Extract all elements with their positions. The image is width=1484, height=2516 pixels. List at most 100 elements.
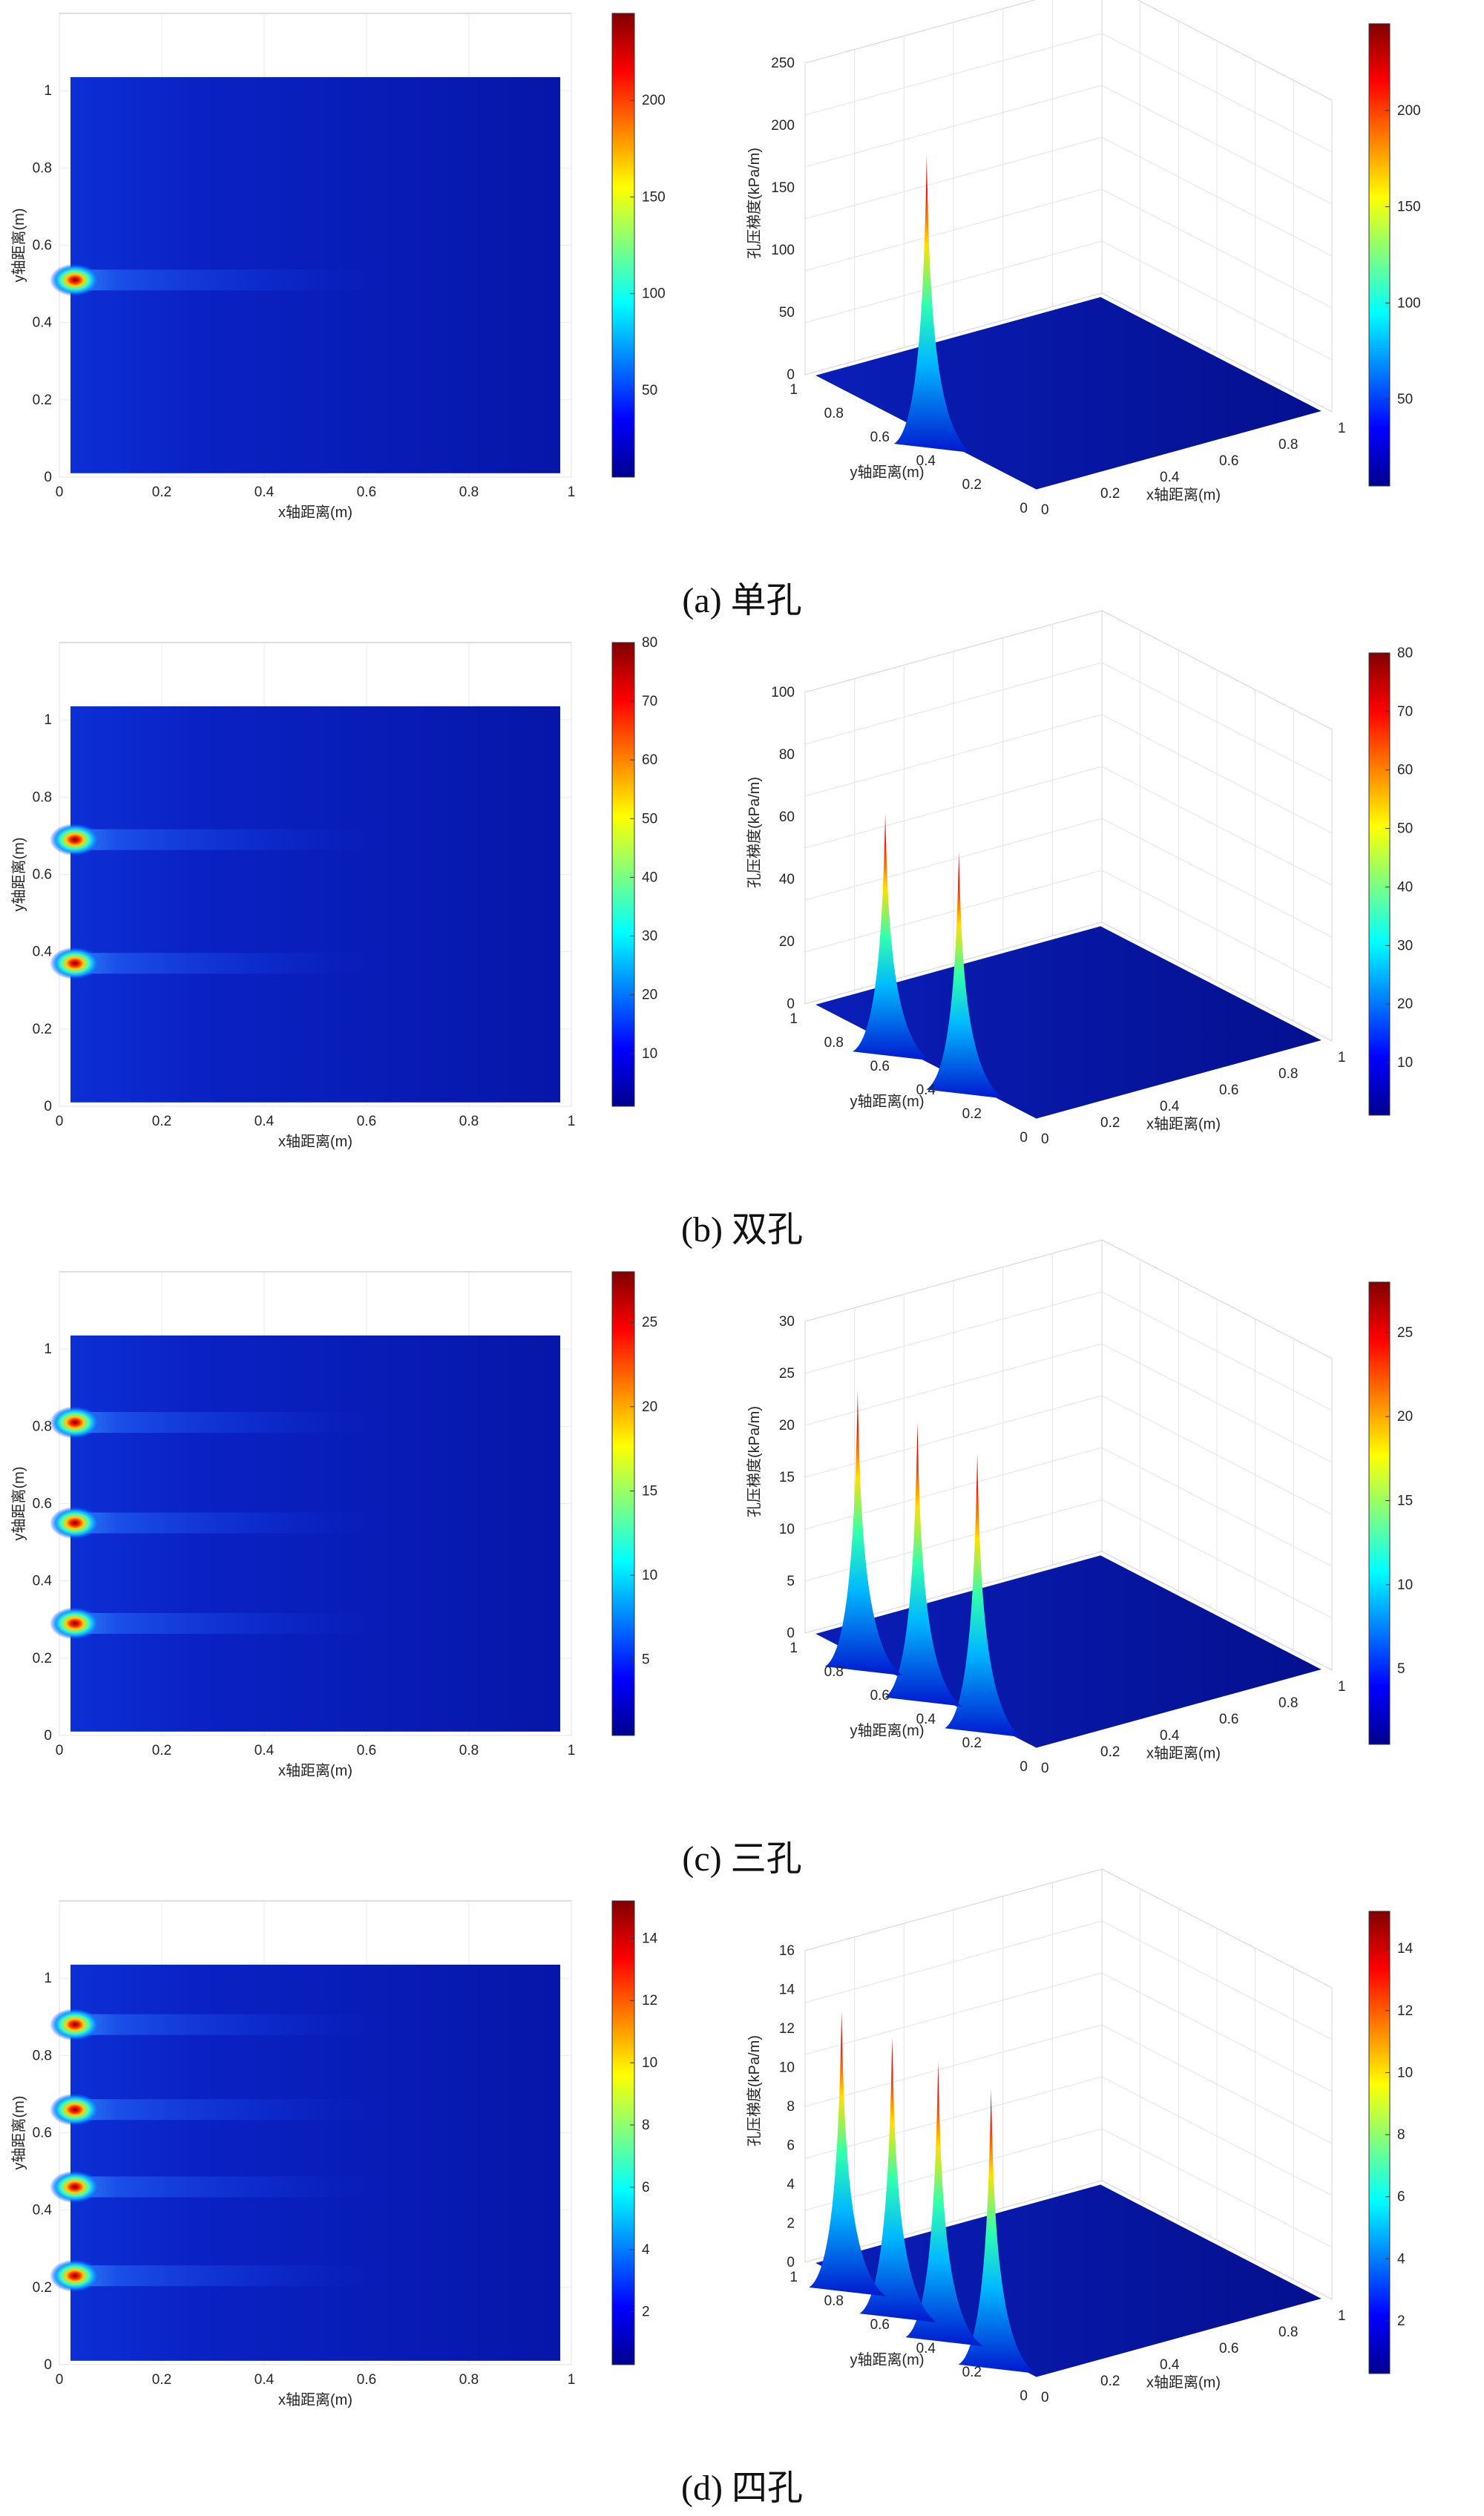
heatmap-y-tick: 0.6	[33, 2126, 52, 2141]
surface-sheet	[815, 1555, 1322, 1748]
surface-x-tick: 0.4	[1160, 1728, 1180, 1744]
surface-xlabel: x轴距离(m)	[1146, 487, 1221, 504]
heatmap-x-tick: 0.6	[357, 1743, 376, 1758]
heatmap-x-tick: 0.2	[152, 485, 171, 500]
surface-z-tick: 5	[787, 1574, 795, 1589]
heatmap-colorbar-tick: 5	[642, 1652, 650, 1668]
surface-x-tick: 1	[1338, 1679, 1346, 1695]
surface-peak	[905, 2060, 983, 2347]
panel-1: 00.20.40.60.810 0.2 0.4 0.6 0.8 1x轴距离(m)y轴距离(…	[10, 610, 1413, 1249]
heatmap-y-tick: 0.4	[33, 2203, 53, 2218]
surface-colorbar-tick: 80	[1397, 646, 1413, 661]
heatmap-colorbar	[611, 13, 635, 478]
surface-y-tick: 0.4	[916, 2341, 936, 2356]
surface-grid	[804, 85, 1333, 205]
heatmap-streak	[70, 1412, 382, 1433]
surface-z-tick: 12	[779, 2021, 795, 2037]
surface-z-tick: 50	[779, 305, 795, 321]
surface-x-tick: 0.8	[1278, 1066, 1298, 1082]
surface-z-tick: 250	[771, 56, 795, 71]
heatmap-x-tick: 0.8	[459, 1114, 479, 1129]
surface-x-tick: 0	[1041, 1761, 1049, 1776]
surface-y-tick: 1	[789, 2270, 798, 2285]
surface-y-tick: 0.8	[824, 406, 844, 421]
surface-x-tick: 0	[1041, 2390, 1049, 2405]
heatmap-hotspot	[50, 947, 100, 980]
heatmap-y-tick: 0.2	[33, 1022, 52, 1037]
heatmap-colorbar-tick: 200	[642, 93, 666, 108]
heatmap-x-tick: 0.4	[255, 1114, 275, 1129]
surface-x-tick: 0.8	[1278, 1695, 1298, 1711]
surface-grid	[804, 1343, 1333, 1463]
surface-z-tick: 0	[787, 996, 795, 1012]
surface-z-tick: 25	[779, 1366, 795, 1382]
surface-y-tick: 0.2	[962, 477, 982, 493]
heatmap-xlabel: x轴距离(m)	[278, 2391, 352, 2408]
heatmap-colorbar-tick: 8	[642, 2118, 650, 2133]
heatmap-xlabel: x轴距离(m)	[278, 1133, 352, 1150]
surface-z-tick: 150	[771, 180, 795, 196]
heatmap-colorbar-tick: 100	[642, 286, 666, 302]
surface-colorbar-tick: 4	[1397, 2251, 1405, 2267]
surface-z-tick: 0	[787, 1626, 795, 1641]
panel-3: 00.20.40.60.810 0.2 0.4 0.6 0.8 1x轴距离(m)y轴距离(…	[10, 1868, 1414, 2508]
surface-x-tick: 1	[1338, 421, 1346, 436]
heatmap-colorbar-tick: 10	[642, 2055, 657, 2071]
surface-colorbar-tick: 2	[1397, 2313, 1405, 2329]
surface-z-tick: 0	[787, 2255, 795, 2270]
heatmap-y-tick: 0.4	[33, 1574, 53, 1589]
heatmap-ylabel: y轴距离(m)	[10, 838, 27, 912]
surface-colorbar-tick: 70	[1397, 704, 1413, 720]
surface-z-tick: 0	[787, 367, 795, 383]
surface-y-tick: 0.8	[824, 1664, 844, 1680]
surface-x-tick: 0.8	[1278, 437, 1298, 453]
heatmap-streak	[70, 2176, 382, 2198]
surface-colorbar-tick: 6	[1397, 2190, 1405, 2205]
surface-zlabel: 孔压梯度(kPa/m)	[746, 2035, 763, 2147]
heatmap-colorbar-tick: 70	[642, 694, 657, 709]
surface-colorbar-tick: 20	[1397, 1409, 1413, 1425]
surface-peak	[945, 1453, 1022, 1738]
surface-grid	[804, 662, 1333, 782]
heatmap-field	[70, 706, 560, 1103]
panel-caption: (a) 单孔	[682, 581, 801, 620]
surface-box	[804, 610, 1333, 1042]
surface-colorbar-tick: 25	[1397, 1325, 1413, 1341]
surface-colorbar	[1368, 1911, 1391, 2374]
surface-y-tick: 0	[1020, 2388, 1028, 2404]
heatmap-x-tick: 0.4	[255, 1743, 275, 1758]
surface-ylabel: y轴距离(m)	[850, 1093, 925, 1110]
surface-z-tick: 15	[779, 1470, 795, 1485]
surface-peak	[809, 2011, 887, 2296]
surface-grid	[804, 2076, 1333, 2196]
surface-ylabel: y轴距离(m)	[850, 1722, 925, 1739]
heatmap-colorbar-tick: 6	[642, 2180, 650, 2195]
heatmap-x-tick: 0	[56, 1743, 64, 1758]
surface-mesh	[815, 1391, 1322, 1748]
surface-y-tick: 0.4	[916, 1083, 936, 1098]
surface-grid	[804, 1447, 1333, 1567]
surface-peak	[859, 2037, 937, 2323]
surface-colorbar	[1368, 1281, 1391, 1745]
heatmap-xlabel: x轴距离(m)	[278, 1762, 352, 1779]
surface-z-tick: 30	[779, 1314, 795, 1330]
heatmap-colorbar-tick: 80	[642, 635, 657, 651]
heatmap-colorbar-tick: 30	[642, 929, 657, 945]
surface-peak	[958, 2088, 1036, 2374]
heatmap-x-tick: 0.8	[459, 1743, 479, 1758]
surface-y-tick: 0.8	[824, 2293, 844, 2309]
surface-colorbar-tick: 40	[1397, 879, 1413, 895]
surface-zlabel: 孔压梯度(kPa/m)	[746, 777, 763, 888]
heatmap-streak	[70, 953, 382, 974]
surface-colorbar-tick: 10	[1397, 2065, 1413, 2080]
surface-grid	[804, 137, 1333, 257]
heatmap-hotspot	[50, 1406, 100, 1439]
surface-zlabel: 孔压梯度(kPa/m)	[746, 1406, 763, 1517]
heatmap-y-tick: 0.6	[33, 238, 52, 254]
heatmap-hotspot	[50, 2093, 100, 2126]
surface-peak	[926, 852, 1004, 1099]
surface-z-tick: 200	[771, 118, 795, 134]
heatmap-streak	[70, 2099, 382, 2121]
surface-grid	[804, 818, 1333, 938]
heatmap-y-tick: 0.6	[33, 1497, 52, 1512]
